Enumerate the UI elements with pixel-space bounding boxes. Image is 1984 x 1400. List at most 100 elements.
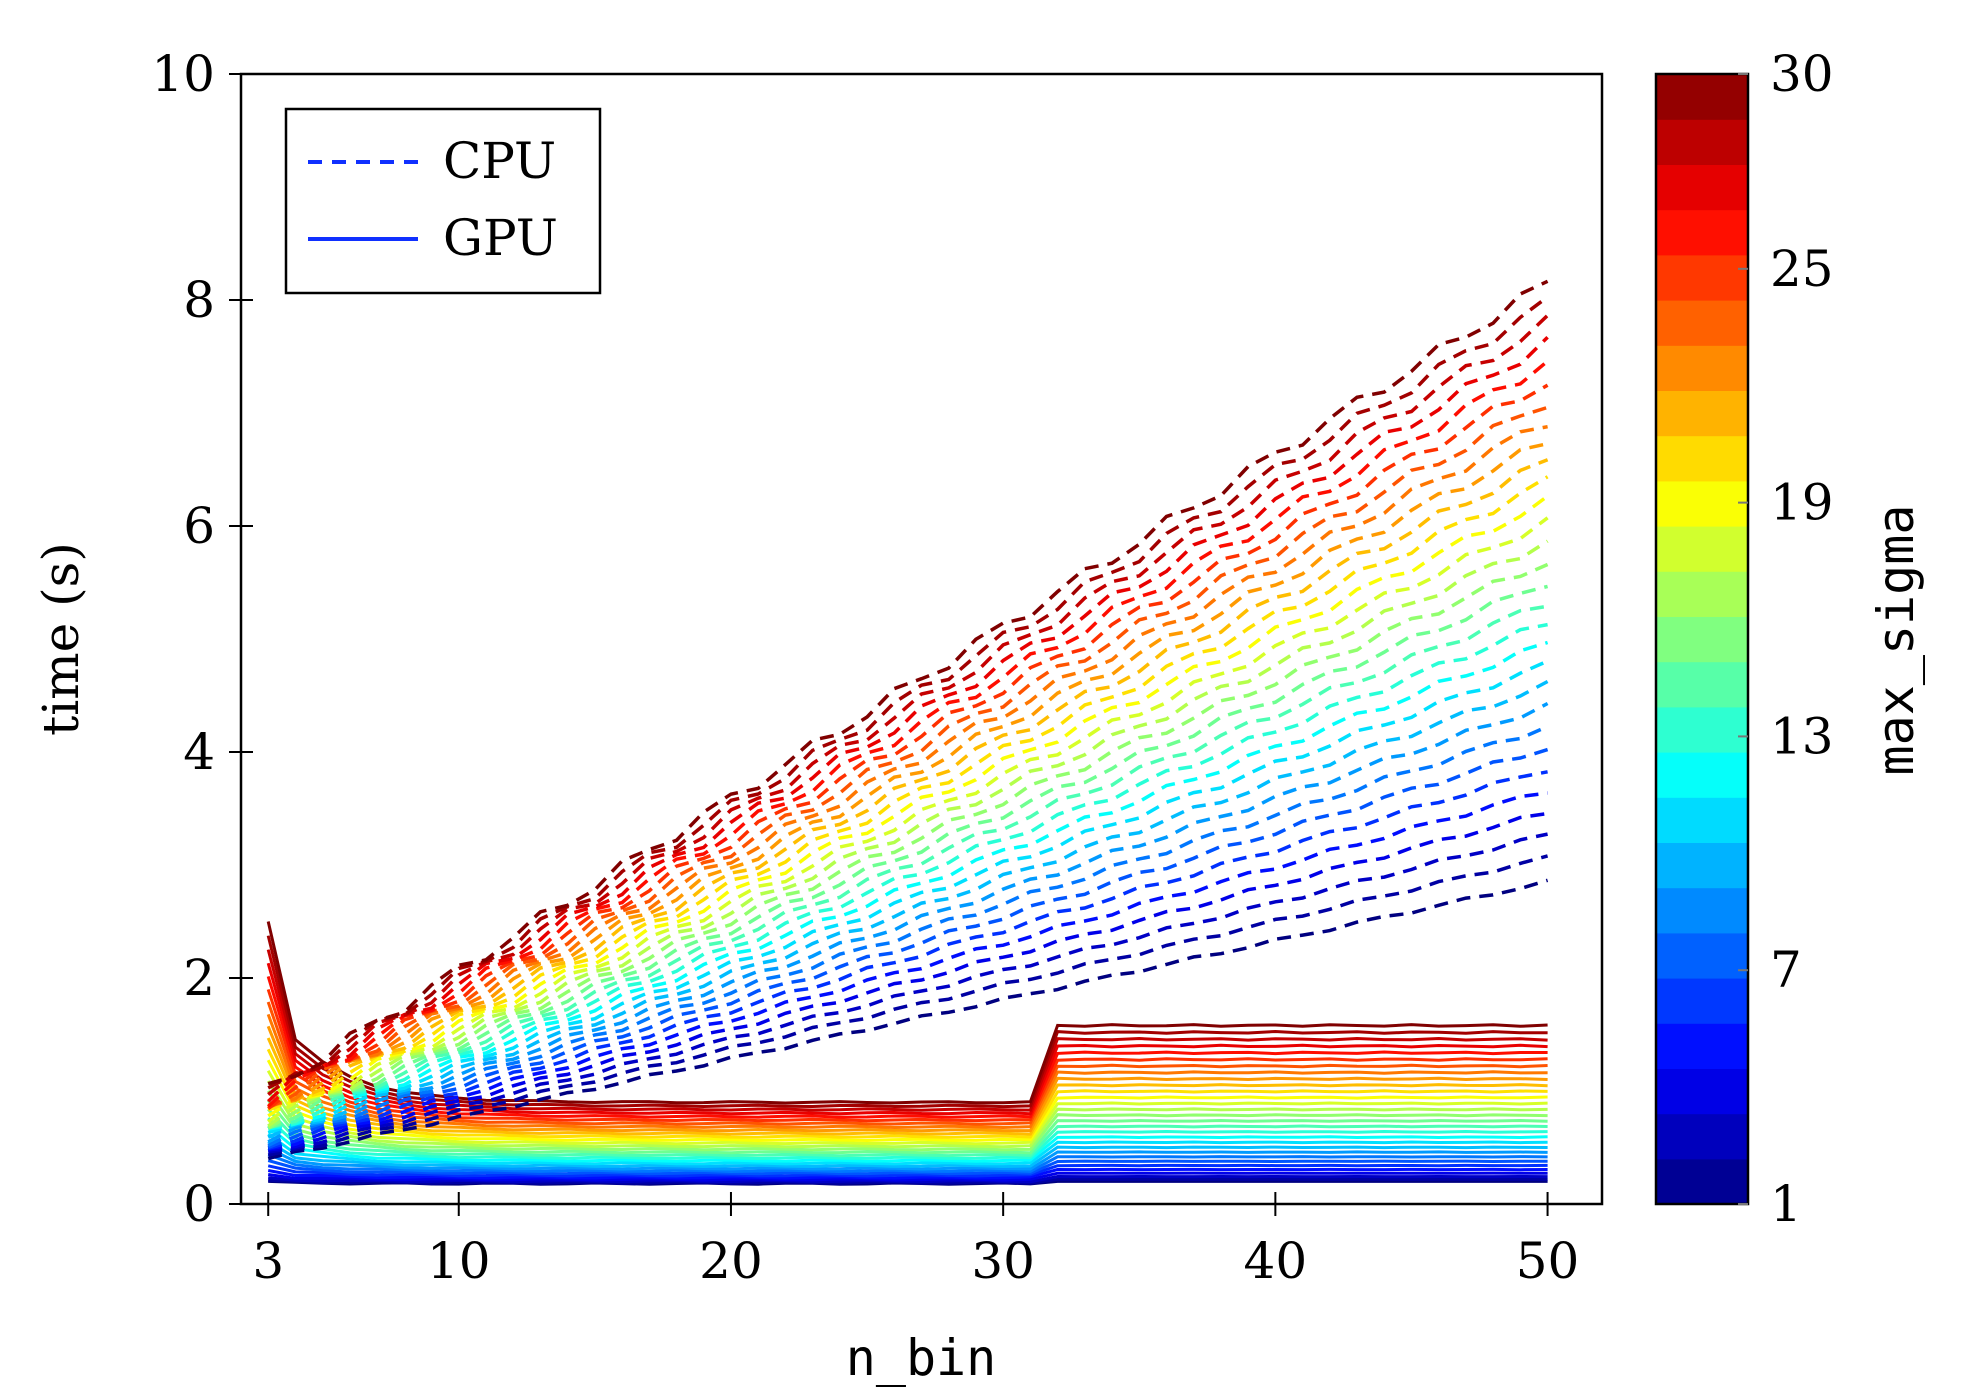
- gpu-series-line: [267, 1163, 1548, 1178]
- cpu-series-line: [267, 811, 1548, 1152]
- cpu-series-line: [267, 622, 1548, 1130]
- legend: CPU GPU: [284, 107, 602, 295]
- colorbar-band: [1656, 74, 1748, 120]
- colorbar-band: [1656, 797, 1748, 843]
- gpu-series-line: [266, 1013, 1548, 1130]
- colorbar-band: [1656, 254, 1748, 301]
- colorbar: 1 7 13 19 25 30: [1654, 45, 1834, 1233]
- gpu-series-line: [267, 1167, 1548, 1180]
- colorbar-band: [1656, 209, 1748, 256]
- cpu-series-line: [267, 659, 1549, 1135]
- y-axis: 0 2 4 6 8 10: [151, 45, 253, 1233]
- cpu-series-line: [267, 791, 1548, 1151]
- colorbar-band: [1656, 345, 1748, 391]
- cpu-series-line: [267, 679, 1549, 1139]
- colorbar-tick-label: 25: [1770, 240, 1834, 298]
- cpu-series-line: [266, 359, 1549, 1108]
- gpu-series-line: [266, 988, 1548, 1123]
- colorbar-band: [1656, 119, 1748, 165]
- legend-gpu-label: GPU: [443, 209, 558, 267]
- cpu-series-line: [267, 584, 1549, 1130]
- colorbar-band: [1656, 1068, 1748, 1115]
- y-axis-title: time (s): [32, 542, 90, 736]
- colorbar-band: [1656, 661, 1748, 708]
- y-tick-label: 0: [183, 1175, 215, 1233]
- colorbar-tick-label: 7: [1770, 941, 1802, 999]
- gpu-series-line: [266, 921, 1548, 1105]
- cpu-series-line: [267, 475, 1549, 1112]
- colorbar-title: max_sigma: [1867, 505, 1925, 776]
- x-tick-label: 20: [699, 1232, 763, 1290]
- series-layer: [266, 279, 1549, 1186]
- gpu-series-line: [267, 1132, 1548, 1166]
- gpu-series-line: [267, 1146, 1548, 1171]
- colorbar-frame: [1654, 72, 1750, 1206]
- gpu-series-line: [267, 1099, 1548, 1155]
- cpu-series-line: [267, 770, 1548, 1150]
- colorbar-band: [1656, 752, 1748, 798]
- cpu-series-line: [267, 878, 1549, 1161]
- gpu-series-line: [266, 1001, 1548, 1126]
- colorbar-band: [1656, 1023, 1748, 1069]
- colorbar-tick-label: 13: [1770, 707, 1834, 765]
- colorbar-band: [1656, 300, 1748, 346]
- cpu-series-line: [267, 424, 1548, 1108]
- colorbar-band: [1656, 1113, 1748, 1160]
- cpu-series-line: [267, 458, 1549, 1109]
- cpu-series-line: [267, 562, 1549, 1130]
- cpu-series-line: [267, 854, 1549, 1157]
- colorbar-band: [1656, 932, 1748, 979]
- legend-box: [284, 107, 602, 295]
- gpu-series-line: [267, 1153, 1548, 1174]
- gpu-series-line: [267, 1171, 1548, 1182]
- gpu-series-line: [266, 962, 1548, 1116]
- gpu-series-line: [266, 1080, 1548, 1149]
- colorbar-band: [1656, 390, 1748, 437]
- x-tick-label: 50: [1516, 1232, 1580, 1290]
- gpu-series-line: [266, 1025, 1548, 1133]
- colorbar-band: [1656, 571, 1748, 617]
- colorbar-band: [1656, 842, 1748, 889]
- cpu-series-line: [267, 441, 1548, 1107]
- gpu-series-line: [267, 1125, 1548, 1163]
- gpu-series-line: [266, 1048, 1548, 1139]
- gpu-series-line: [266, 1037, 1548, 1136]
- colorbar-band: [1656, 164, 1748, 211]
- cpu-series-line: [267, 314, 1549, 1096]
- cpu-series-line: [267, 539, 1549, 1128]
- x-tick-label: 10: [427, 1232, 491, 1290]
- colorbar-band: [1656, 480, 1748, 527]
- colorbar-band: [1656, 526, 1748, 572]
- cpu-series-line: [267, 295, 1549, 1090]
- cpu-series-line: [267, 516, 1549, 1124]
- cpu-series-line: [267, 383, 1549, 1110]
- gpu-series-line: [267, 1159, 1548, 1176]
- colorbar-band: [1656, 1158, 1748, 1205]
- gpu-series-line: [266, 1090, 1548, 1152]
- y-tick-label: 8: [183, 271, 215, 329]
- gpu-series-line: [267, 1140, 1548, 1169]
- gpu-series-line: [267, 1108, 1548, 1158]
- colorbar-tick-label: 1: [1770, 1175, 1802, 1233]
- colorbar-tick-label: 19: [1770, 474, 1834, 532]
- colorbar-band: [1656, 887, 1748, 934]
- cpu-series-line: [267, 405, 1549, 1110]
- cpu-series-line: [267, 832, 1548, 1154]
- colorbar-band: [1656, 978, 1748, 1024]
- cpu-series-line: [266, 335, 1549, 1103]
- plot-frame: [239, 72, 1604, 1206]
- cpu-series-line: [267, 640, 1549, 1131]
- y-tick-label: 4: [183, 723, 215, 781]
- colorbar-band: [1656, 616, 1748, 663]
- y-tick-label: 10: [151, 45, 215, 103]
- colorbar-band: [1656, 706, 1748, 753]
- x-tick-label: 30: [971, 1232, 1035, 1290]
- gpu-series-line: [266, 1059, 1548, 1143]
- x-axis-title: n_bin: [846, 1329, 997, 1387]
- gpu-series-line: [266, 1070, 1548, 1146]
- gpu-series-line: [266, 975, 1548, 1119]
- cpu-series-line: [267, 604, 1548, 1130]
- cpu-series-line: [267, 279, 1549, 1086]
- x-tick-label: 3: [252, 1232, 284, 1290]
